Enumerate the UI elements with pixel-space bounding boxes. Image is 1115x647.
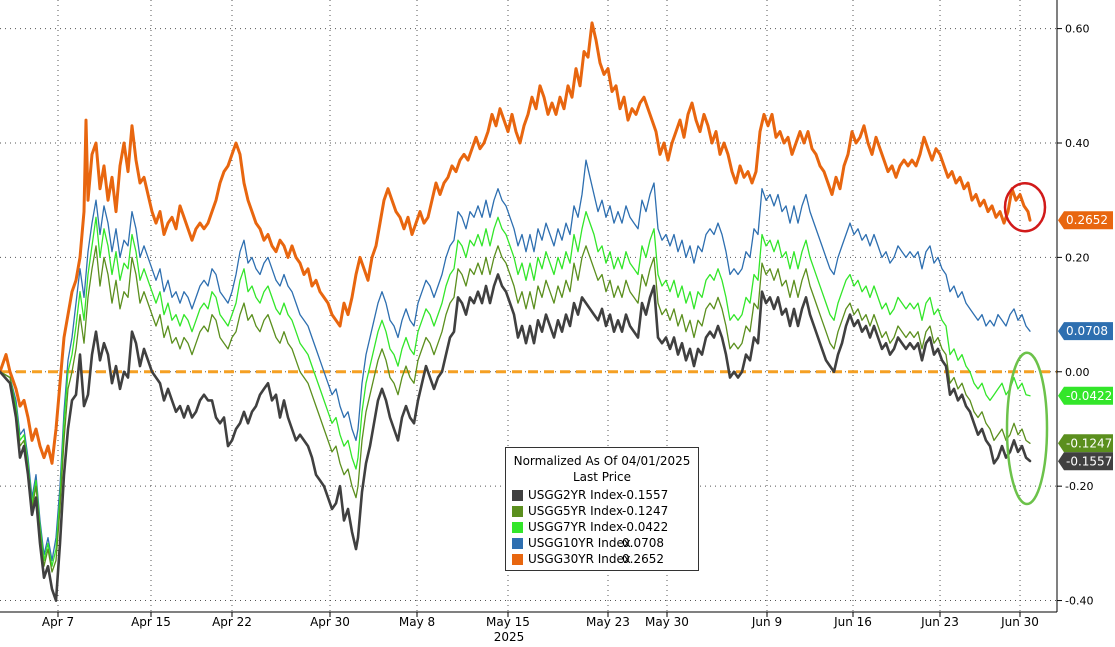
y-tick-label: 0.60 <box>1065 23 1090 36</box>
y-tick-label: 0.00 <box>1065 366 1090 379</box>
legend-swatch <box>512 553 523 565</box>
legend-item-label: USGG7YR Index <box>528 520 624 534</box>
value-tag-text: -0.0422 <box>1066 389 1112 403</box>
legend-swatch <box>512 521 523 533</box>
y-tick-label: 0.40 <box>1065 137 1090 150</box>
legend-item: USGG30YR Index 0.2652 <box>512 551 692 567</box>
legend-item-value: 0.2652 <box>622 552 664 566</box>
value-tag: 0.2652 <box>1058 211 1113 230</box>
legend-item: USGG7YR Index -0.0422 <box>512 519 692 535</box>
x-tick-label: Apr 7 <box>42 615 74 629</box>
y-tick-label: -0.20 <box>1065 480 1093 493</box>
x-tick-label: Apr 30 <box>310 615 350 629</box>
x-axis: Apr 7 Apr 15 Apr 22 Apr 30 May 8 May 15 May 23… <box>42 612 1039 629</box>
highlight-ellipse-30yr <box>1003 181 1047 233</box>
x-tick-label: Jun 30 <box>1000 615 1039 629</box>
value-tag: -0.1557 <box>1058 452 1113 471</box>
legend-item: USGG5YR Index -0.1247 <box>512 503 692 519</box>
x-tick-label: Jun 16 <box>833 615 872 629</box>
value-tag: 0.0708 <box>1058 322 1113 341</box>
legend-subtitle: Last Price <box>572 470 632 484</box>
highlight-ellipse-short-end <box>1005 351 1049 506</box>
x-tick-label: Jun 9 <box>751 615 782 629</box>
legend-title: Normalized As Of 04/01/2025 <box>513 454 691 468</box>
series-line-usgg7yr <box>0 210 1031 567</box>
legend-swatch <box>512 537 523 549</box>
x-tick-label: May 8 <box>399 615 435 629</box>
legend-item-label: USGG30YR Index <box>528 552 631 566</box>
legend-item-value: -0.0422 <box>622 520 669 534</box>
value-tag-bg <box>1058 322 1113 341</box>
series-line-usgg10yr <box>0 159 1031 562</box>
y-tick-label: -0.40 <box>1065 595 1093 608</box>
value-tag-bg <box>1058 452 1113 471</box>
legend: Normalized As Of 04/01/2025 Last Price U… <box>505 447 699 571</box>
y-axis: 0.60 0.40 0.20 0.00 -0.20 -0.40 <box>1057 23 1093 608</box>
legend-item-label: USGG2YR Index <box>528 488 624 502</box>
legend-item-value: 0.0708 <box>622 536 664 550</box>
legend-item-value: -0.1557 <box>622 488 669 502</box>
value-tag-text: -0.1247 <box>1066 436 1112 450</box>
legend-swatch <box>512 505 523 517</box>
legend-item-label: USGG5YR Index <box>528 504 624 518</box>
value-tag-text: -0.1557 <box>1066 454 1112 468</box>
legend-item-value: -0.1247 <box>622 504 669 518</box>
series-line-usgg2yr <box>0 273 1032 602</box>
series-line-usgg30yr <box>0 21 1032 465</box>
value-tag: -0.1247 <box>1058 434 1113 453</box>
value-tag-text: 0.2652 <box>1066 213 1108 227</box>
x-tick-label: Apr 15 <box>131 615 171 629</box>
value-tag-bg <box>1058 386 1113 405</box>
value-tag-text: 0.0708 <box>1066 324 1108 338</box>
series-line-usgg5yr <box>0 245 1031 573</box>
legend-swatch <box>512 489 523 501</box>
legend-item-label: USGG10YR Index <box>528 536 631 550</box>
value-tags: 0.2652 0.0708 -0.0422 -0.1247 -0.1557 <box>1058 211 1113 471</box>
value-tag-bg <box>1058 434 1113 453</box>
legend-item: USGG2YR Index -0.1557 <box>512 487 692 503</box>
y-tick-label: 0.20 <box>1065 251 1090 264</box>
annotation-layer <box>1003 181 1049 506</box>
x-tick-label: May 15 <box>486 615 530 629</box>
x-tick-label: May 30 <box>645 615 689 629</box>
series-layer <box>0 21 1032 602</box>
value-tag-bg <box>1058 211 1113 230</box>
legend-item: USGG10YR Index 0.0708 <box>512 535 692 551</box>
x-tick-label: May 23 <box>586 615 630 629</box>
value-tag: -0.0422 <box>1058 386 1113 405</box>
x-tick-label: Apr 22 <box>212 615 252 629</box>
x-axis-year-label: 2025 <box>494 630 525 644</box>
x-tick-label: Jun 23 <box>920 615 959 629</box>
